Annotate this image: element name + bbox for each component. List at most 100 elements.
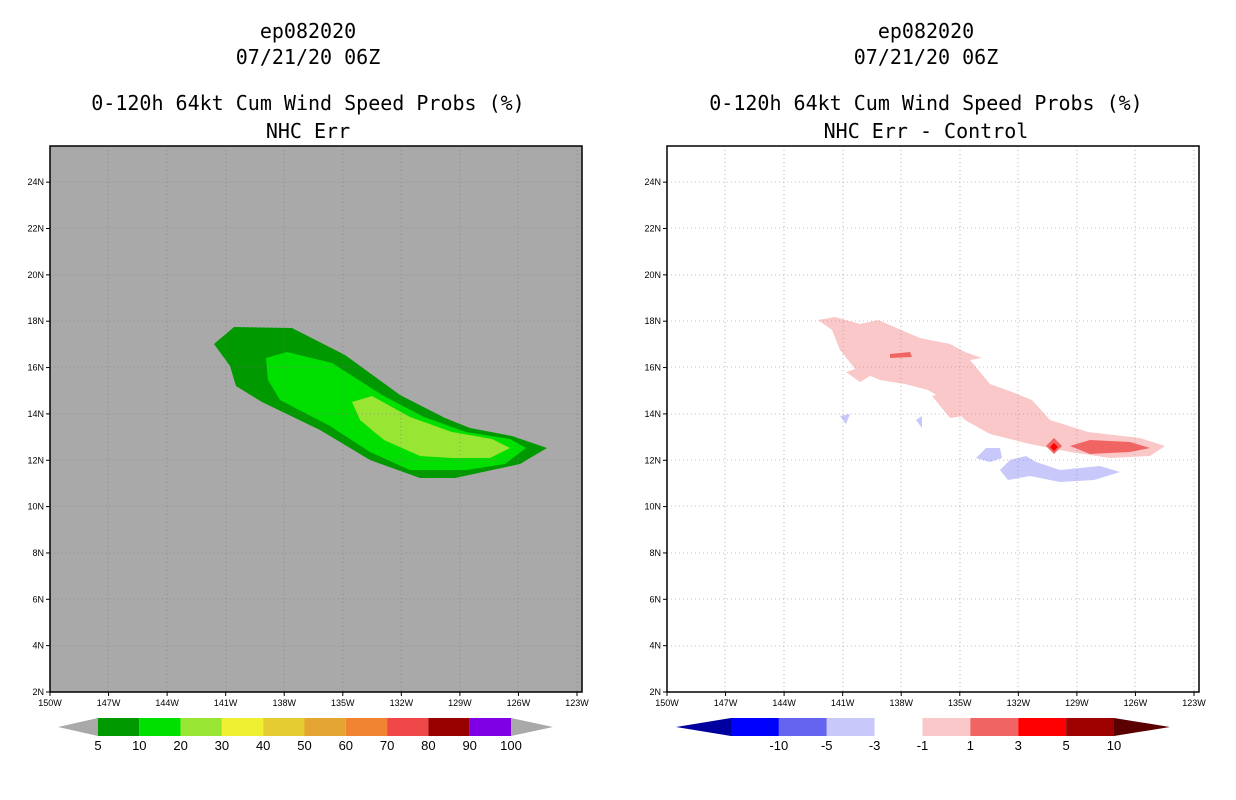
left-lat-label: 12N — [27, 455, 44, 465]
diff-contour-pos-1 — [818, 317, 1165, 458]
right-lat-labels: 2N 4N 6N 8N 10N 12N 14N 16N 18N 20N 22N 24N — [644, 177, 667, 697]
right-lat-label: 4N — [649, 641, 661, 651]
left-lat-labels: 2N 4N 6N 8N 10N 12N 14N 16N 18N 20N 22N 24N — [27, 177, 50, 697]
diff-contour-neg-1c — [840, 414, 850, 424]
left-colorbar-label: 20 — [173, 738, 187, 753]
right-colorbar-label: 3 — [1015, 738, 1022, 753]
left-lon-label: 144W — [155, 698, 179, 708]
left-colorbar-swatch — [428, 718, 470, 736]
left-lat-label: 24N — [27, 177, 44, 187]
left-lon-label: 150W — [38, 698, 62, 708]
right-lat-label: 20N — [644, 270, 661, 280]
left-colorbar-swatch — [221, 718, 264, 736]
right-colorbar-swatch — [731, 718, 779, 736]
right-colorbar-label: -5 — [821, 738, 833, 753]
right-map-frame — [666, 145, 1200, 693]
right-colorbar-low-arrow — [676, 718, 731, 736]
right-colorbar-high-arrow — [1114, 718, 1170, 736]
right-lat-label: 14N — [644, 409, 661, 419]
left-colorbar-swatch — [263, 718, 305, 736]
right-colorbar-swatch — [826, 718, 875, 736]
right-lat-label: 12N — [644, 455, 661, 465]
left-lon-label: 123W — [565, 698, 589, 708]
left-title-storm-id: ep082020 — [259, 19, 357, 43]
right-title-datetime: 07/21/20 06Z — [853, 45, 999, 69]
left-lon-label: 147W — [97, 698, 121, 708]
left-lat-label: 2N — [32, 687, 44, 697]
left-lat-label: 8N — [32, 548, 44, 558]
right-map: 2N 4N 6N 8N 10N 12N 14N 16N 18N 20N 22N 24N 150W 147… — [644, 145, 1206, 708]
right-lon-label: 141W — [831, 698, 855, 708]
diff-contour-pos-3b — [1070, 440, 1150, 454]
right-colorbar-swatch — [1066, 718, 1114, 736]
left-colorbar-label: 70 — [380, 738, 394, 753]
right-lat-label: 16N — [644, 363, 661, 373]
right-colorbar-label: 5 — [1063, 738, 1070, 753]
left-colorbar: 5 10 20 30 40 50 60 70 80 90 100 — [58, 718, 553, 753]
left-lon-labels: 150W 147W 144W 141W 138W 135W 132W 129W 126W 123W — [38, 692, 589, 708]
right-colorbar: -10 -5 -3 -1 1 3 5 10 — [676, 718, 1170, 753]
right-title-subtitle: NHC Err - Control — [823, 119, 1029, 143]
right-colorbar-label: -3 — [869, 738, 881, 753]
right-lon-label: 135W — [948, 698, 972, 708]
right-lon-labels: 150W 147W 144W 141W 138W 135W 132W 129W 126W 123W — [655, 692, 1206, 708]
diff-contour-neg-1d — [916, 416, 922, 428]
right-lat-label: 24N — [644, 177, 661, 187]
right-lat-label: 10N — [644, 502, 661, 512]
left-colorbar-label: 50 — [297, 738, 311, 753]
left-title-product: 0-120h 64kt Cum Wind Speed Probs (%) — [91, 91, 525, 115]
right-lon-label: 126W — [1124, 698, 1148, 708]
right-lon-label: 123W — [1182, 698, 1206, 708]
right-title-product: 0-120h 64kt Cum Wind Speed Probs (%) — [709, 91, 1143, 115]
left-colorbar-high-arrow — [511, 718, 553, 736]
left-map-frame — [49, 145, 583, 693]
left-colorbar-swatch — [387, 718, 429, 736]
left-lat-label: 4N — [32, 641, 44, 651]
diff-contour-neg-1b — [976, 448, 1002, 462]
left-colorbar-label: 90 — [462, 738, 476, 753]
right-colorbar-label: 10 — [1107, 738, 1121, 753]
right-colorbar-label: -1 — [917, 738, 929, 753]
left-colorbar-label: 100 — [500, 738, 522, 753]
left-colorbar-label: 80 — [421, 738, 435, 753]
left-title-datetime: 07/21/20 06Z — [235, 45, 381, 69]
right-colorbar-label: 1 — [967, 738, 974, 753]
left-lon-label: 129W — [448, 698, 472, 708]
right-colorbar-label: -10 — [769, 738, 788, 753]
diff-contour-pos-1c — [932, 392, 964, 418]
left-lat-label: 10N — [27, 502, 44, 512]
right-lon-label: 132W — [1007, 698, 1031, 708]
right-lat-label: 18N — [644, 316, 661, 326]
right-lat-label: 6N — [649, 594, 661, 604]
left-colorbar-swatch — [180, 718, 222, 736]
diff-contour-pos-5 — [1050, 443, 1058, 451]
right-map-background — [667, 146, 1199, 692]
right-lon-label: 138W — [889, 698, 913, 708]
right-lat-label: 8N — [649, 548, 661, 558]
prob-contour-20 — [352, 396, 510, 458]
right-colorbar-swatch — [1018, 718, 1067, 736]
left-colorbar-swatch — [469, 718, 511, 736]
right-title-storm-id: ep082020 — [877, 19, 975, 43]
left-colorbar-label: 60 — [339, 738, 353, 753]
left-lat-label: 6N — [32, 594, 44, 604]
right-lon-label: 150W — [655, 698, 679, 708]
right-colorbar-swatch — [778, 718, 827, 736]
right-colorbar-swatch — [970, 718, 1019, 736]
left-colorbar-swatch — [345, 718, 388, 736]
right-colorbar-swatch — [874, 718, 923, 736]
left-lon-label: 135W — [331, 698, 355, 708]
diff-contour-pos-1b — [846, 368, 870, 382]
right-lon-label: 144W — [772, 698, 796, 708]
right-colorbar-swatch — [922, 718, 971, 736]
left-lat-label: 22N — [27, 224, 44, 234]
left-colorbar-swatch — [304, 718, 346, 736]
left-colorbar-label: 40 — [256, 738, 270, 753]
left-colorbar-label: 30 — [215, 738, 229, 753]
left-grid — [50, 146, 582, 692]
left-map: 2N 4N 6N 8N 10N 12N 14N 16N 18N 20N 22N 24N 150W 147… — [27, 145, 589, 708]
left-lon-label: 138W — [272, 698, 296, 708]
left-lon-label: 132W — [390, 698, 414, 708]
left-title-subtitle: NHC Err — [265, 119, 351, 143]
left-lat-label: 20N — [27, 270, 44, 280]
